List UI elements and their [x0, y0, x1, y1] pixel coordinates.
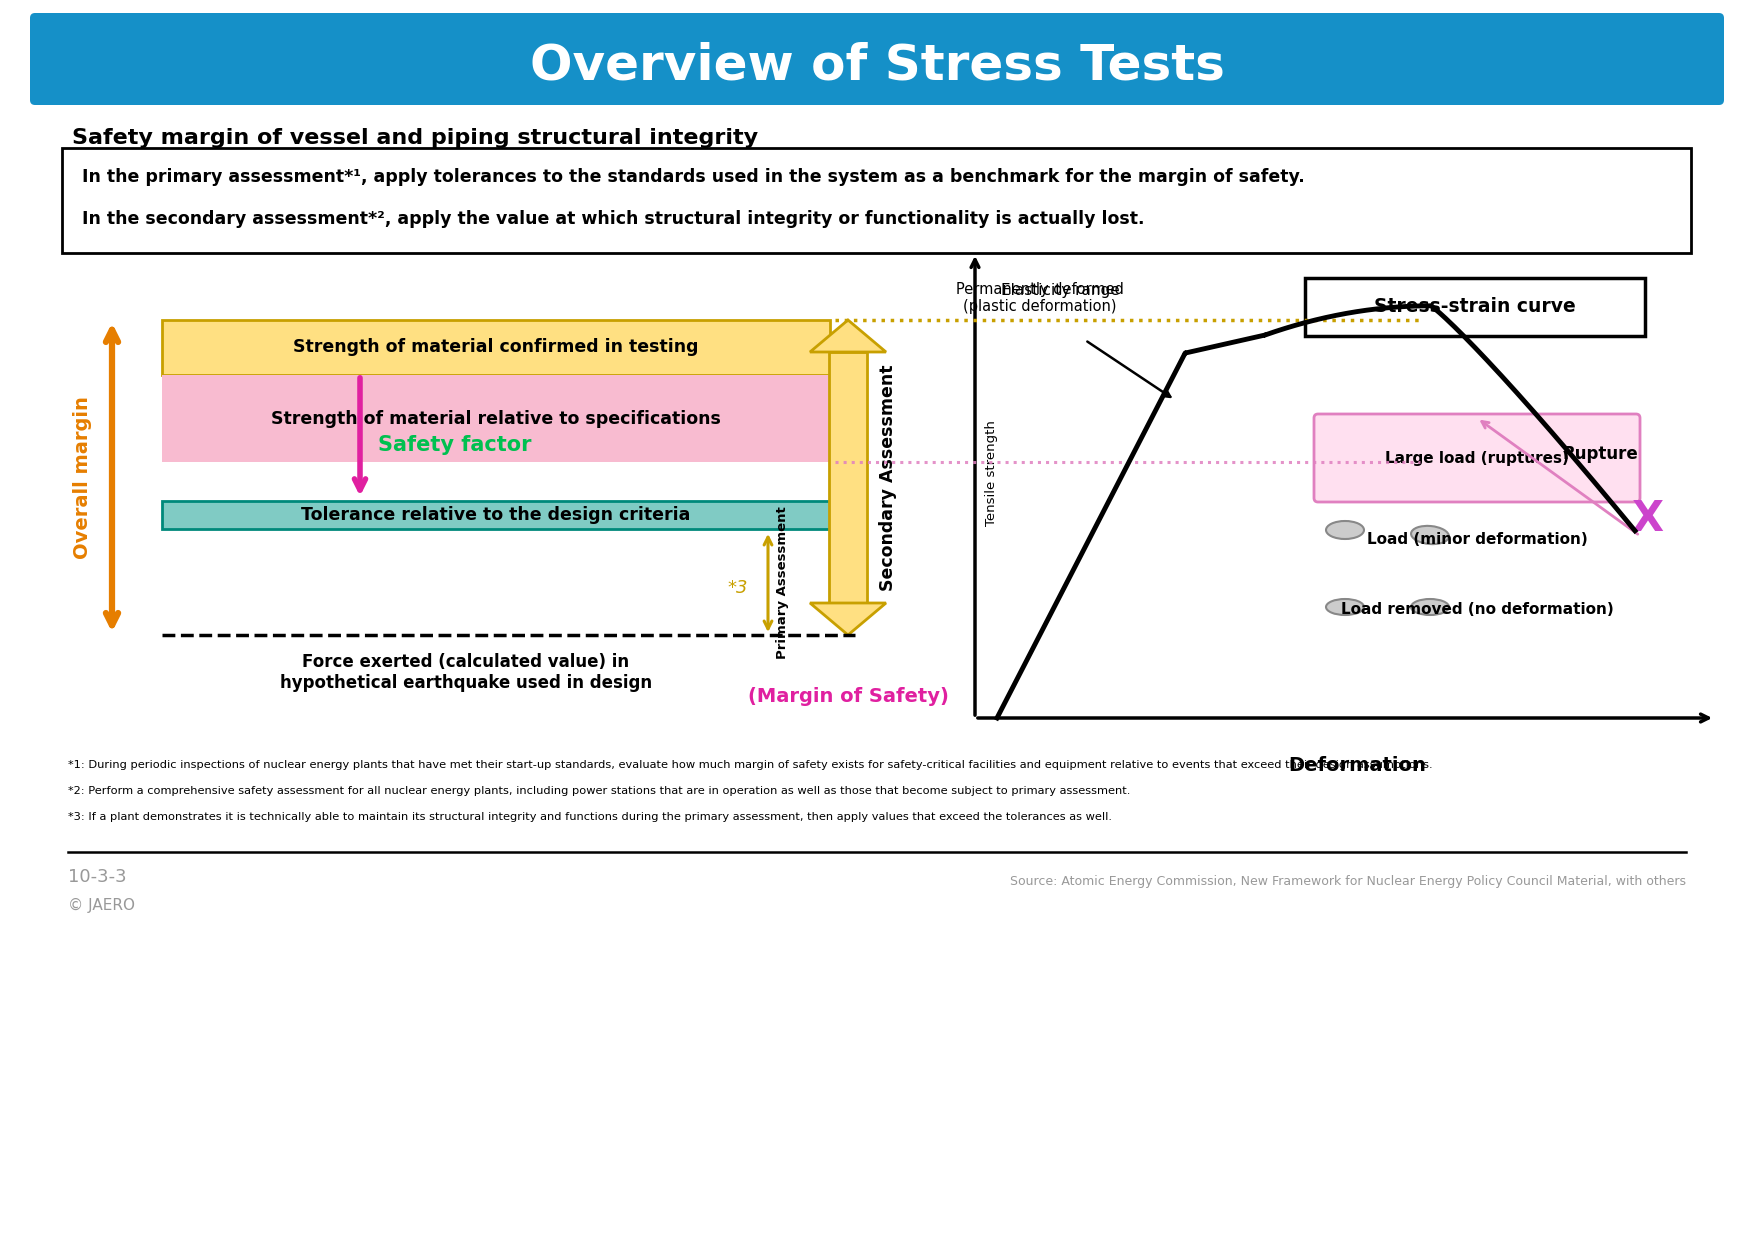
- Bar: [161, 320, 830, 374]
- Bar: [161, 374, 830, 463]
- Text: Load removed (no deformation): Load removed (no deformation): [1340, 603, 1614, 618]
- Text: *3: If a plant demonstrates it is technically able to maintain its structural in: *3: If a plant demonstrates it is techni…: [68, 812, 1112, 822]
- Polygon shape: [810, 320, 886, 352]
- Text: X: X: [1631, 497, 1663, 539]
- Text: In the primary assessment*¹, apply tolerances to the standards used in the syste: In the primary assessment*¹, apply toler…: [82, 167, 1305, 186]
- FancyBboxPatch shape: [30, 12, 1724, 105]
- Text: *2: Perform a comprehensive safety assessment for all nuclear energy plants, inc: *2: Perform a comprehensive safety asses…: [68, 786, 1130, 796]
- Bar: [1305, 278, 1645, 336]
- Text: © JAERO: © JAERO: [68, 898, 135, 913]
- Text: Primary Assessment: Primary Assessment: [775, 507, 789, 660]
- Text: *1: During periodic inspections of nuclear energy plants that have met their sta: *1: During periodic inspections of nucle…: [68, 760, 1433, 770]
- Text: Secondary Assessment: Secondary Assessment: [879, 365, 896, 590]
- Bar: [830, 352, 866, 603]
- Text: Elasticity range: Elasticity range: [1000, 283, 1119, 298]
- Ellipse shape: [1410, 599, 1449, 615]
- Text: Large load (ruptures): Large load (ruptures): [1386, 450, 1568, 465]
- Text: *3: *3: [728, 579, 749, 596]
- Ellipse shape: [1326, 521, 1365, 539]
- Text: Safety factor: Safety factor: [379, 435, 531, 455]
- FancyBboxPatch shape: [1314, 414, 1640, 502]
- Text: Force exerted (calculated value) in
hypothetical earthquake used in design: Force exerted (calculated value) in hypo…: [281, 653, 652, 692]
- Text: Strength of material confirmed in testing: Strength of material confirmed in testin…: [293, 339, 698, 357]
- Text: Safety margin of vessel and piping structural integrity: Safety margin of vessel and piping struc…: [72, 128, 758, 148]
- Ellipse shape: [1410, 526, 1449, 544]
- Text: In the secondary assessment*², apply the value at which structural integrity or : In the secondary assessment*², apply the…: [82, 210, 1145, 228]
- Text: Source: Atomic Energy Commission, New Framework for Nuclear Energy Policy Counci: Source: Atomic Energy Commission, New Fr…: [1010, 875, 1686, 888]
- Text: Tensile strength: Tensile strength: [986, 420, 998, 526]
- Text: Deformation: Deformation: [1289, 756, 1426, 775]
- Text: Overview of Stress Tests: Overview of Stress Tests: [530, 42, 1224, 91]
- Text: Strength of material relative to specifications: Strength of material relative to specifi…: [272, 409, 721, 428]
- Text: Stress-strain curve: Stress-strain curve: [1373, 298, 1575, 316]
- Text: Permanently deformed
(plastic deformation): Permanently deformed (plastic deformatio…: [956, 281, 1124, 315]
- Text: Load (minor deformation): Load (minor deformation): [1366, 532, 1587, 548]
- Text: Overall margin: Overall margin: [72, 396, 91, 559]
- Bar: [61, 148, 1691, 253]
- Ellipse shape: [1326, 599, 1365, 615]
- Text: 10-3-3: 10-3-3: [68, 868, 126, 887]
- Bar: [161, 501, 830, 529]
- Text: (Margin of Safety): (Margin of Safety): [747, 687, 949, 706]
- Polygon shape: [810, 603, 886, 635]
- Text: Rupture: Rupture: [1563, 445, 1638, 463]
- Text: Tolerance relative to the design criteria: Tolerance relative to the design criteri…: [302, 506, 691, 525]
